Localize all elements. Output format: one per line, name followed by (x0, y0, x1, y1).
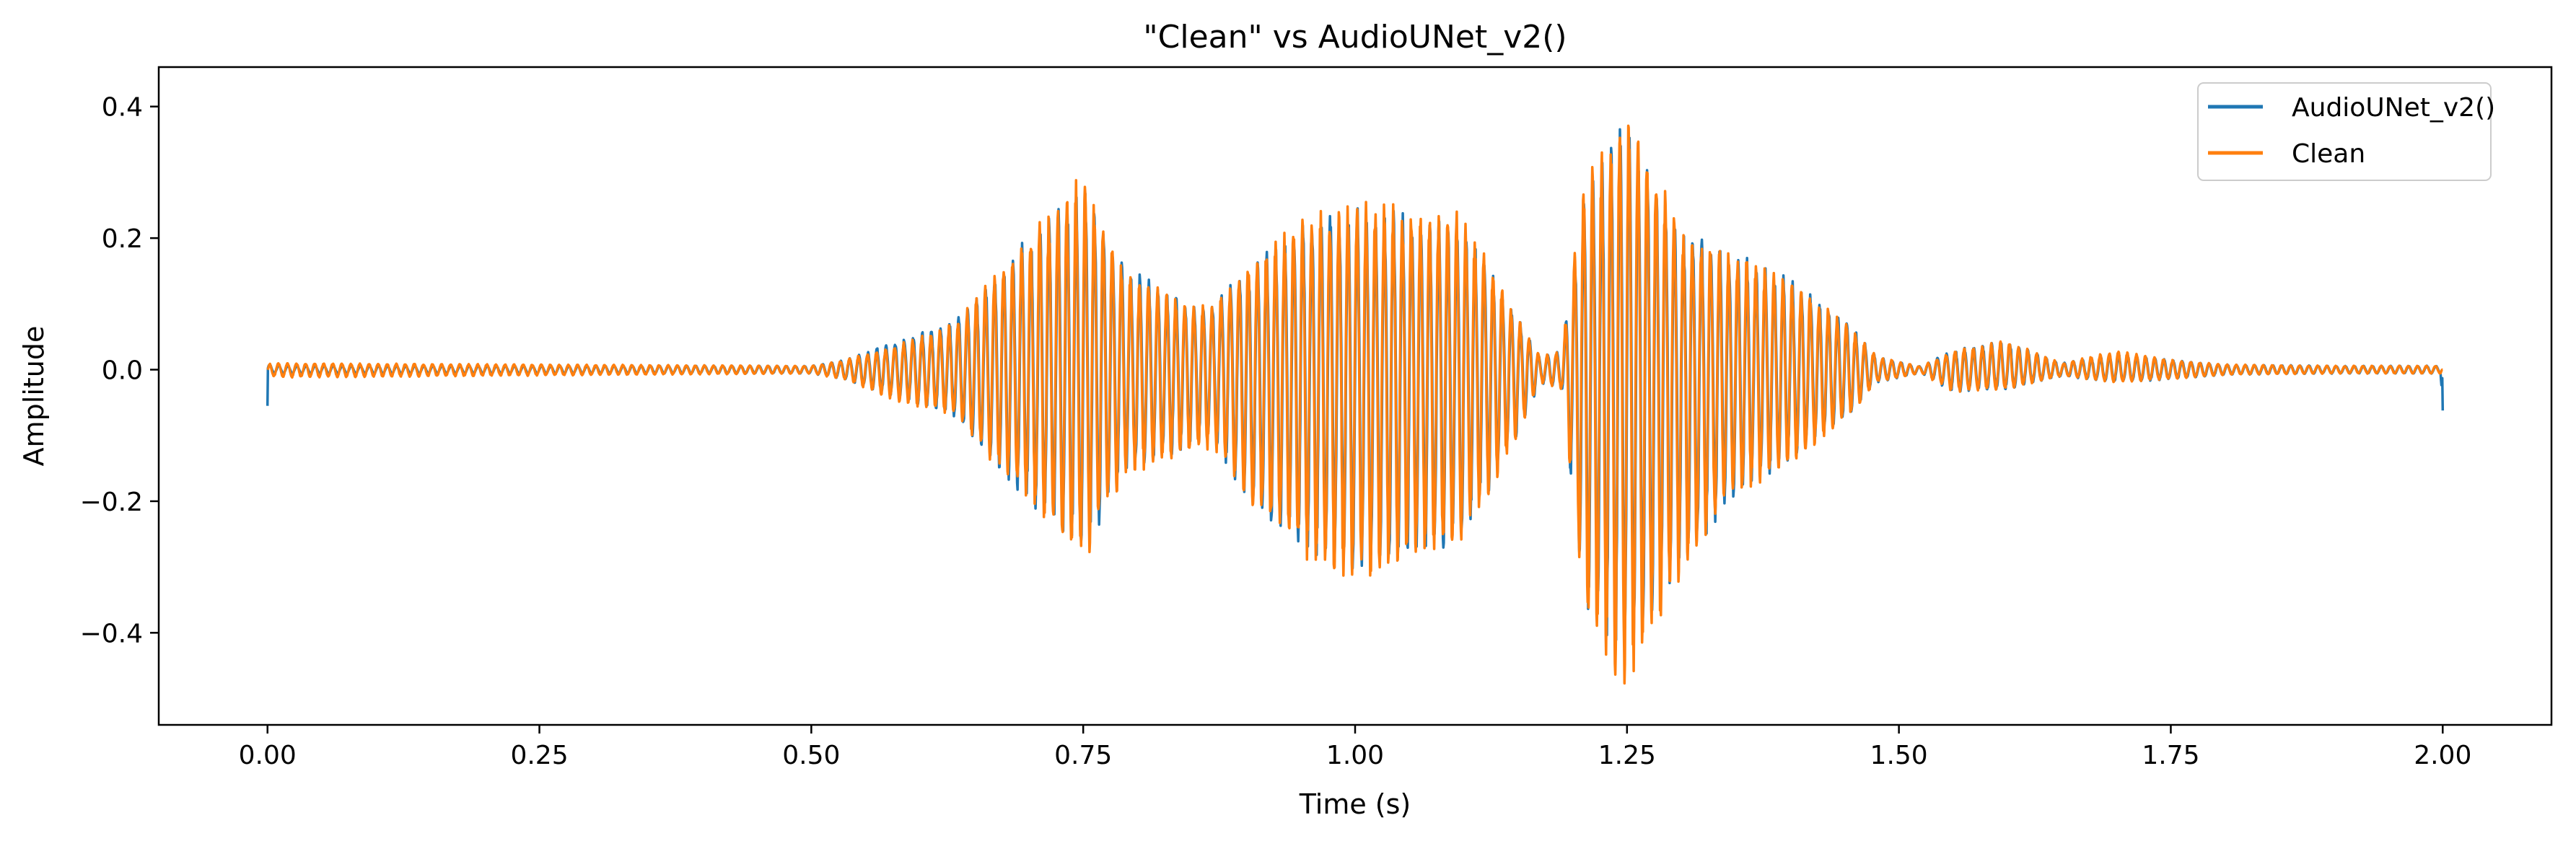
y-tick-label: 0.0 (102, 356, 143, 386)
legend-label-audiounet: AudioUNet_v2() (2292, 93, 2495, 123)
x-tick-label: 2.00 (2414, 741, 2471, 770)
x-tick-label: 0.25 (510, 741, 568, 770)
y-tick-label: 0.2 (102, 224, 143, 254)
series-layer (266, 124, 2445, 685)
series-line-clean (266, 124, 2444, 685)
x-tick-label: 1.75 (2142, 741, 2199, 770)
y-tick-label: −0.2 (80, 488, 143, 517)
legend: AudioUNet_v2() Clean (2197, 82, 2495, 181)
x-tick-label: 1.25 (1598, 741, 1656, 770)
x-tick-label: 1.50 (1870, 741, 1928, 770)
x-tick-label: 0.75 (1054, 741, 1112, 770)
x-tick-label: 1.00 (1326, 741, 1384, 770)
y-tick-label: 0.4 (102, 93, 143, 123)
plot-area (157, 66, 2553, 726)
y-axis: −0.4 −0.2 0.0 0.2 0.4 (80, 93, 159, 648)
x-tick-label: 0.50 (782, 741, 840, 770)
legend-box (2197, 82, 2492, 181)
legend-label-clean: Clean (2292, 139, 2365, 169)
y-tick-label: −0.4 (80, 619, 143, 648)
x-tick-label: 0.00 (239, 741, 297, 770)
x-axis: 0.00 0.25 0.50 0.75 1.00 1.25 1.50 1.75 2.00 (239, 725, 2471, 770)
x-axis-label: Time (s) (1299, 788, 1411, 820)
chart-title: "Clean" vs AudioUNet_v2() (1143, 19, 1567, 56)
y-axis-label: Amplitude (18, 326, 50, 467)
